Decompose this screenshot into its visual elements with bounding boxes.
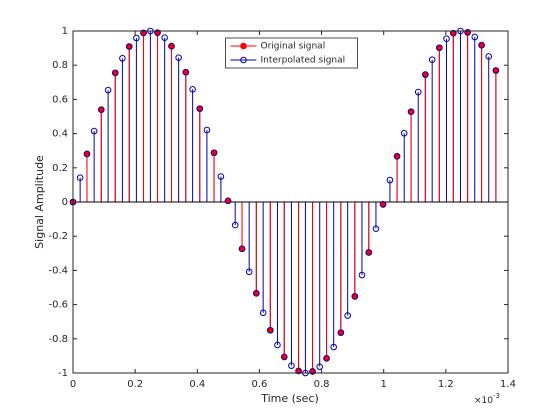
stem-marker xyxy=(443,35,450,42)
legend-label: Interpolated signal xyxy=(261,56,346,66)
y-tick-label: 0 xyxy=(62,197,68,208)
stem-marker xyxy=(337,329,345,336)
y-tick-label: -1 xyxy=(58,368,68,379)
stem-marker xyxy=(267,326,274,334)
stem-marker xyxy=(492,67,500,74)
stem-marker xyxy=(97,106,105,113)
stem-marker xyxy=(196,105,204,112)
stem-marker xyxy=(125,43,133,50)
stem-marker xyxy=(203,126,211,134)
stem-marker xyxy=(217,173,225,180)
stem-marker xyxy=(358,271,366,279)
stem-marker xyxy=(485,53,493,60)
x-tick-label: 0.2 xyxy=(127,379,143,390)
stem-marker xyxy=(83,150,91,158)
stem-marker xyxy=(280,353,288,361)
stem-marker xyxy=(253,290,260,297)
y-tick-label: 1 xyxy=(62,26,68,37)
axes-box xyxy=(72,30,509,374)
x-tick-label: 1 xyxy=(381,379,387,390)
y-tick-label: 0.4 xyxy=(52,129,68,140)
y-tick-label: 0.8 xyxy=(52,60,68,71)
stem-marker xyxy=(379,201,387,208)
y-tick-label: 0.6 xyxy=(52,94,68,105)
y-tick-label: -0.4 xyxy=(48,265,68,276)
stem-marker xyxy=(309,368,316,375)
stem-marker xyxy=(372,225,380,232)
stem-marker xyxy=(450,29,457,37)
legend: Original signal Interpolated signal xyxy=(225,37,358,69)
stem-marker xyxy=(407,108,415,116)
stem-marker xyxy=(76,174,84,182)
stem-marker xyxy=(224,197,232,205)
y-tick-label: -0.6 xyxy=(48,300,68,311)
legend-box xyxy=(225,37,358,69)
stem-marker xyxy=(414,88,422,96)
stem-marker xyxy=(316,363,324,370)
y-tick-label: 0.2 xyxy=(52,163,68,174)
stem-marker xyxy=(288,362,295,369)
stem-marker xyxy=(330,343,337,351)
stem-marker xyxy=(400,129,408,137)
stem-marker xyxy=(154,29,161,37)
y-tick-label: -0.8 xyxy=(48,334,68,345)
stem-marker xyxy=(295,367,302,375)
stem-marker xyxy=(393,153,401,160)
x-tick-label: 0.8 xyxy=(314,379,330,390)
stem-marker xyxy=(323,354,330,362)
stem-marker xyxy=(344,312,351,319)
stem-marker xyxy=(422,71,429,78)
x-exponent: ×10-3 xyxy=(474,392,500,406)
x-tick-label: 0.4 xyxy=(189,379,205,390)
x-axis-label: Time (sec) xyxy=(260,392,319,405)
stem-marker xyxy=(119,55,126,62)
stem-marker xyxy=(259,309,267,317)
stem-marker xyxy=(111,69,119,77)
stem-marker xyxy=(133,34,140,42)
stem-marker xyxy=(245,268,253,276)
stem-marker xyxy=(90,127,98,135)
stem-marker xyxy=(471,33,479,41)
exponent-power: -3 xyxy=(493,392,500,400)
stem-marker xyxy=(238,245,246,253)
x-tick-label: 0 xyxy=(70,379,76,390)
stem-marker xyxy=(168,42,175,50)
legend-label: Original signal xyxy=(261,42,326,52)
y-tick-label: -0.2 xyxy=(48,231,68,242)
stem-marker xyxy=(182,68,190,76)
stem-marker xyxy=(104,86,112,94)
stem-marker xyxy=(351,293,359,300)
stem-marker xyxy=(274,341,281,349)
stem-marker xyxy=(189,86,196,93)
x-tick-label: 1.4 xyxy=(500,379,516,390)
x-tick-label: 0.6 xyxy=(251,379,267,390)
y-axis-label: Signal Amplitude xyxy=(33,155,46,249)
stem-marker xyxy=(140,29,147,37)
stem-marker xyxy=(386,176,394,184)
stem-marker xyxy=(365,249,373,256)
stem-marker xyxy=(464,29,471,36)
stem-marker xyxy=(161,34,168,41)
exponent-base: ×10 xyxy=(474,396,493,406)
stem-marker xyxy=(175,54,182,61)
legend-marker xyxy=(240,56,247,64)
stem-marker xyxy=(436,44,443,52)
legend-marker xyxy=(240,42,247,50)
stem-marker xyxy=(231,221,239,229)
x-tick-label: 1.2 xyxy=(438,379,454,390)
stem-marker xyxy=(428,56,436,64)
stem-marker xyxy=(210,149,218,157)
stem-marker xyxy=(478,41,485,49)
